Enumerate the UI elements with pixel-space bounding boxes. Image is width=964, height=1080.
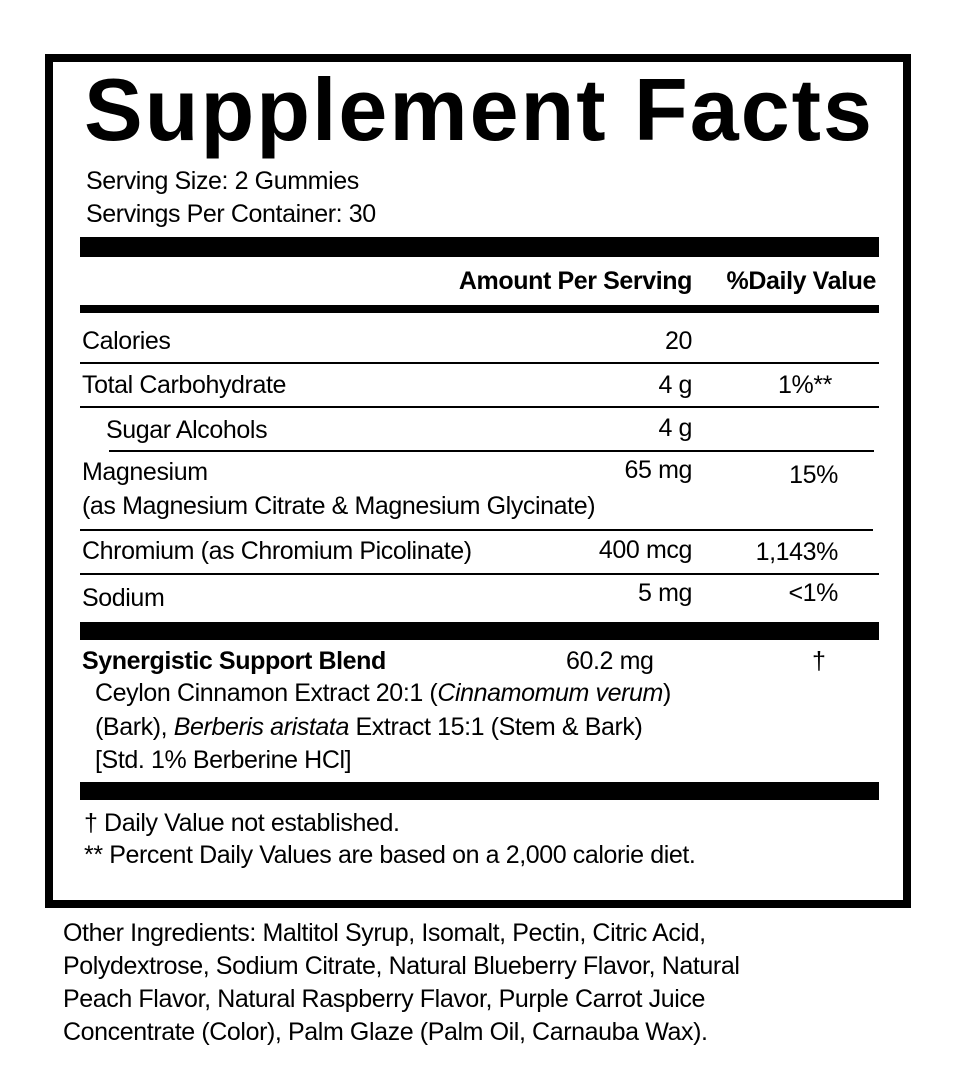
row-dv: 15%	[789, 461, 838, 489]
row-name: Chromium (as Chromium Picolinate)	[82, 537, 472, 565]
row-dv: 1%**	[778, 371, 832, 399]
row-amount: 4 g	[658, 371, 692, 399]
footnote: † Daily Value not established.	[84, 809, 400, 837]
thick-divider	[80, 622, 879, 640]
blend-name: Synergistic Support Blend	[82, 647, 386, 675]
other-ingredients-line: Polydextrose, Sodium Citrate, Natural Bl…	[63, 952, 740, 980]
blend-ingredient-line: [Std. 1% Berberine HCl]	[95, 746, 352, 774]
text: )	[662, 679, 671, 707]
dv-header: %Daily Value	[726, 267, 877, 295]
text: (Bark),	[95, 713, 174, 741]
row-name: Sodium	[82, 584, 165, 612]
row-divider	[80, 362, 879, 364]
facts-panel-border	[45, 54, 911, 908]
row-name: Sugar Alcohols	[106, 416, 268, 444]
text: Ceylon Cinnamon Extract 20:1 (	[95, 679, 438, 707]
row-amount: 5 mg	[638, 579, 692, 607]
blend-amount: 60.2 mg	[566, 647, 654, 675]
serving-size: Serving Size: 2 Gummies	[86, 167, 359, 195]
footnote: ** Percent Daily Values are based on a 2…	[84, 841, 696, 869]
row-dv: 1,143%	[755, 538, 839, 566]
blend-ingredient-line: Ceylon Cinnamon Extract 20:1 (Cinnamomum…	[95, 678, 671, 708]
latin-name: Cinnamomum verum	[437, 679, 663, 707]
row-name: Total Carbohydrate	[82, 371, 287, 399]
row-name: Magnesium	[82, 458, 208, 486]
medium-divider	[80, 305, 879, 313]
amount-header: Amount Per Serving	[458, 267, 693, 295]
servings-per-container: Servings Per Container: 30	[86, 200, 376, 228]
panel-title: Supplement Facts	[84, 60, 874, 159]
thick-divider	[80, 782, 879, 800]
thick-divider	[80, 237, 879, 257]
other-ingredients-line: Peach Flavor, Natural Raspberry Flavor, …	[63, 985, 705, 1013]
other-ingredients-line: Concentrate (Color), Palm Glaze (Palm Oi…	[63, 1018, 708, 1046]
blend-ingredient-line: (Bark), Berberis aristata Extract 15:1 (…	[95, 712, 643, 742]
row-amount: 4 g	[658, 414, 692, 442]
row-divider	[109, 450, 874, 452]
row-divider	[80, 529, 873, 531]
row-divider	[80, 406, 879, 408]
latin-name: Berberis aristata	[173, 713, 350, 741]
row-amount: 20	[664, 327, 692, 355]
blend-dv: †	[812, 647, 826, 675]
row-divider	[80, 573, 879, 575]
row-amount: 65 mg	[624, 456, 693, 484]
other-ingredients-line: Other Ingredients: Maltitol Syrup, Isoma…	[63, 919, 706, 947]
row-name: Calories	[82, 327, 171, 355]
row-subname: (as Magnesium Citrate & Magnesium Glycin…	[82, 492, 596, 520]
row-amount: 400 mcg	[598, 536, 692, 564]
row-dv: <1%	[788, 579, 838, 607]
text: Extract 15:1 (Stem & Bark)	[348, 713, 643, 741]
